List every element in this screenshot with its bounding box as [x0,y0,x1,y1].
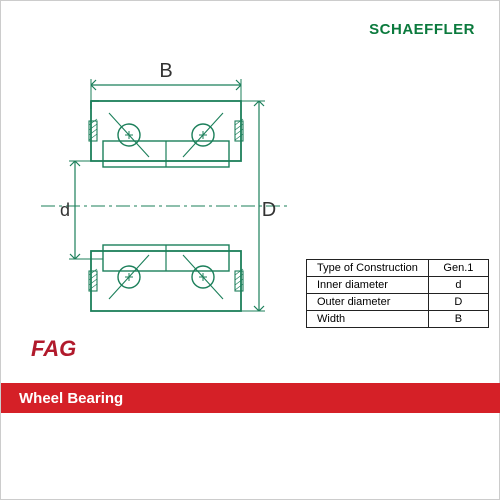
brand-schaeffler: SCHAEFFLER [369,21,475,38]
svg-text:B: B [159,60,172,82]
spec-symbol: D [428,294,488,311]
product-label-bar: Wheel Bearing [1,383,500,413]
spec-symbol: B [428,311,488,328]
svg-text:d: d [60,200,70,220]
table-row: WidthB [307,311,489,328]
bearing-cross-section-diagram: Bd D [31,41,301,341]
spec-name: Outer diameter [307,294,429,311]
product-label-text: Wheel Bearing [19,390,123,407]
spec-name: Inner diameter [307,277,429,294]
table-row: Inner diameterd [307,277,489,294]
svg-text:D: D [262,199,276,221]
spec-name: Type of Construction [307,260,429,277]
spec-symbol: d [428,277,488,294]
spec-table: Type of ConstructionGen.1Inner diameterd… [306,259,489,328]
spec-name: Width [307,311,429,328]
table-row: Type of ConstructionGen.1 [307,260,489,277]
brand-fag: FAG [31,336,76,362]
spec-symbol: Gen.1 [428,260,488,277]
table-row: Outer diameterD [307,294,489,311]
product-spec-card: SCHAEFFLER BdD FAG Type of ConstructionG… [0,0,500,500]
